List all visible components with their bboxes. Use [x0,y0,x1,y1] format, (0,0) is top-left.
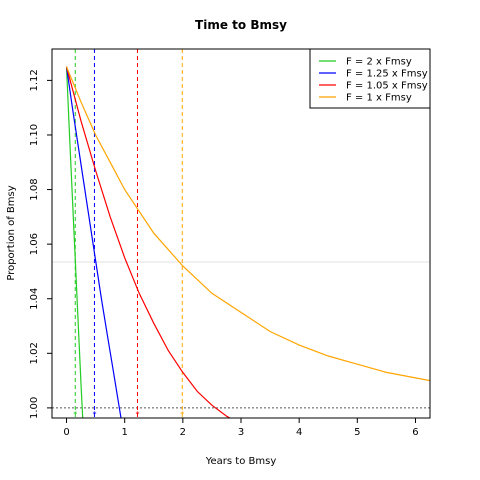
vertical-marker-star-4: * [180,410,184,419]
plot-area: * * * * [52,49,430,419]
x-tick-label: 6 [412,427,418,438]
series-line-1 [65,66,84,418]
y-tick-label: 1.04 [29,288,40,310]
legend-entry-4: F = 1 x Fmsy [346,93,412,104]
x-tick-label: 1 [122,427,128,438]
x-tick-label: 4 [296,427,302,438]
axis-ticks: 0 1 2 3 4 5 6 1.00 1.02 1.04 1.06 1.08 1.10 1.12 [29,69,419,438]
series-line-3 [65,66,232,418]
y-tick-label: 1.06 [29,233,40,255]
y-tick-label: 1.08 [29,178,40,200]
y-axis-label: Proportion of Bmsy [6,185,17,280]
legend-entry-3: F = 1.05 x Fmsy [346,81,428,92]
x-tick-label: 5 [354,427,360,438]
legend-entry-1: F = 2 x Fmsy [346,57,412,68]
x-tick-label: 3 [238,427,244,438]
vertical-marker-star-3: * [135,410,139,419]
x-axis-label: Years to Bmsy [205,456,277,467]
y-tick-label: 1.00 [29,397,40,419]
legend-box [309,48,431,109]
legend-entry-2: F = 1.25 x Fmsy [346,69,428,80]
x-tick-label: 0 [63,427,69,438]
vertical-marker-star-1: * [73,410,77,419]
x-tick-label: 2 [180,427,186,438]
y-tick-label: 1.02 [29,342,40,364]
chart-title: Time to Bmsy [195,18,287,32]
y-tick-label: 1.12 [29,69,40,91]
series-line-2 [65,66,122,418]
vertical-marker-star-2: * [92,410,96,419]
series-line-4 [65,66,430,382]
y-tick-label: 1.10 [29,124,40,146]
